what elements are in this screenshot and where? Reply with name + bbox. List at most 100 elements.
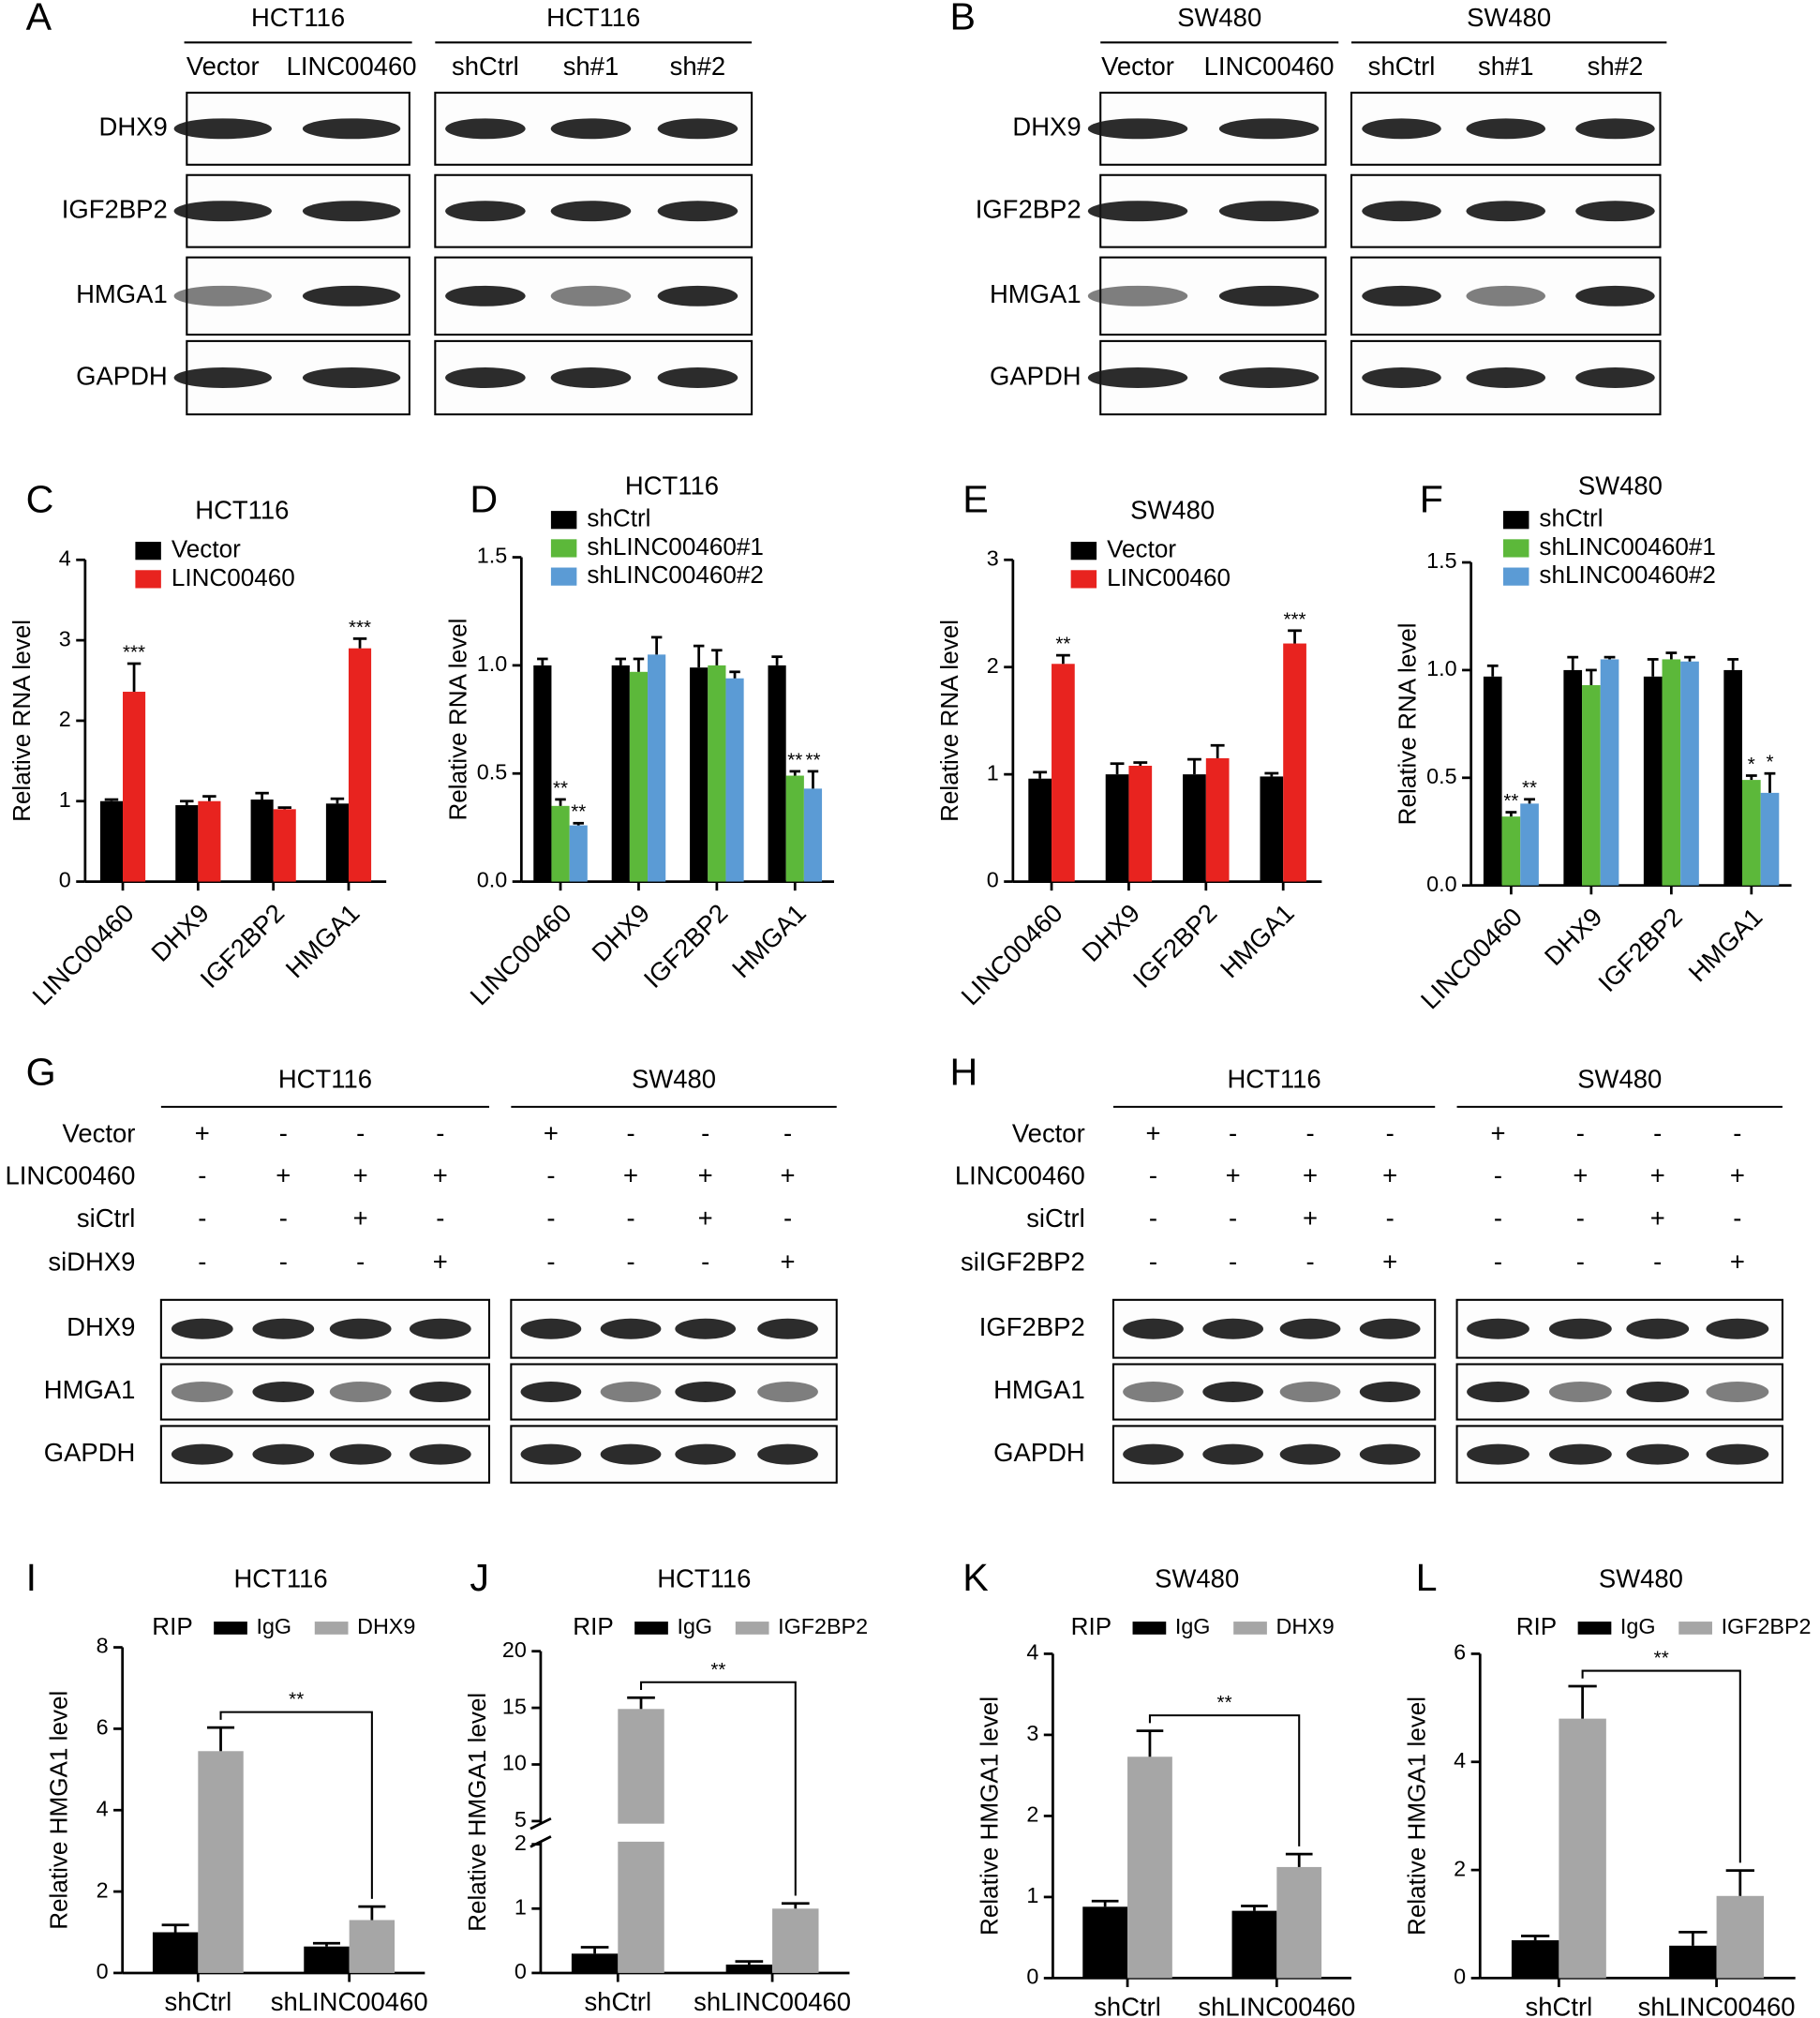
y-tick-label: 1.5: [477, 544, 507, 568]
y-axis-label: Relative HMGA1 level: [1402, 1697, 1430, 1936]
blot-band: [1466, 367, 1546, 388]
group-title: SW480: [1577, 1065, 1662, 1094]
condition-sign: +: [1145, 1118, 1160, 1147]
bar: [304, 1946, 350, 1973]
x-tick-label: IGF2BP2: [195, 898, 291, 994]
legend-label: shLINC00460#1: [587, 532, 763, 561]
bar: [1052, 664, 1075, 882]
chart-title: HCT116: [657, 1563, 751, 1592]
blot-band: [1362, 285, 1441, 306]
condition-sign: -: [701, 1248, 709, 1277]
blot-band: [173, 201, 272, 222]
significance: **: [787, 749, 802, 770]
blot-band: [1467, 1443, 1529, 1465]
bar: [1716, 1895, 1765, 1979]
bar: [1105, 774, 1129, 882]
y-tick-label: 3: [59, 626, 71, 650]
blot-band: [1218, 201, 1320, 222]
condition-sign: +: [433, 1248, 448, 1277]
y-tick-label: 0: [1454, 1965, 1466, 1989]
bar: [1483, 676, 1502, 886]
bar: [768, 665, 786, 882]
blot-band: [1467, 1318, 1529, 1339]
bar: [1231, 1910, 1277, 1979]
y-tick-label: 0.0: [1426, 872, 1456, 896]
bar: [1582, 685, 1601, 886]
bar: [123, 692, 146, 882]
condition-sign: -: [356, 1118, 365, 1147]
condition-label: siCtrl: [77, 1203, 136, 1233]
legend-swatch: [550, 511, 577, 530]
bracket: [219, 1711, 373, 1899]
blot-band: [600, 1318, 662, 1339]
x-tick-label: shCtrl: [1094, 1993, 1161, 2018]
condition-sign: -: [626, 1248, 634, 1277]
bar: [725, 1965, 773, 1973]
bar: [569, 825, 588, 882]
legend-label: shLINC00460#2: [587, 561, 763, 589]
legend-swatch: [1070, 570, 1097, 589]
y-tick-label: 20: [502, 1637, 527, 1662]
y-axis-label: Relative HMGA1 level: [45, 1691, 73, 1930]
blot-band: [1362, 201, 1441, 222]
blot-band: [1548, 1318, 1612, 1339]
blot-band: [252, 1318, 315, 1339]
panel-letter: H: [950, 1050, 978, 1093]
axis-break: [536, 1823, 850, 1842]
y-tick-label: 1: [59, 787, 71, 812]
blot-band: [675, 1443, 737, 1465]
condition-sign: +: [544, 1118, 559, 1147]
y-tick-label: 4: [59, 546, 71, 570]
significance: *: [1766, 752, 1773, 773]
condition-sign: -: [279, 1248, 288, 1277]
legend-label: DHX9: [357, 1614, 415, 1638]
blot-band: [409, 1382, 471, 1402]
y-tick-label: 2: [515, 1831, 527, 1855]
condition-sign: -: [198, 1161, 206, 1190]
lane-label: LINC00460: [287, 52, 417, 81]
bracket-label: **: [710, 1659, 725, 1681]
chart-title: HCT116: [233, 1563, 327, 1592]
blot-band: [171, 1382, 233, 1402]
condition-sign: -: [1653, 1118, 1662, 1147]
y-tick-label: 15: [502, 1694, 527, 1718]
legend-label: IgG: [1620, 1614, 1656, 1638]
condition-sign: +: [623, 1161, 638, 1190]
bracket: [639, 1681, 797, 1896]
lane-label: Vector: [1101, 52, 1174, 81]
chart-title: HCT116: [195, 496, 289, 525]
row-label: GAPDH: [44, 1438, 136, 1467]
break-mark: [530, 1835, 552, 1848]
condition-sign: -: [546, 1161, 555, 1190]
legend-title: RIP: [1516, 1612, 1557, 1640]
x-tick-label: IGF2BP2: [1127, 898, 1223, 994]
blot-band: [173, 285, 272, 306]
y-tick-label: 0: [515, 1959, 527, 1983]
blot-band: [171, 1318, 233, 1339]
legend-swatch: [1577, 1622, 1612, 1635]
legend-label: IGF2BP2: [778, 1614, 868, 1638]
significance: ***: [123, 641, 145, 663]
legend-swatch: [550, 567, 577, 586]
condition-sign: +: [433, 1161, 448, 1190]
row-label: IGF2BP2: [976, 194, 1082, 223]
bar: [1501, 816, 1521, 886]
blot-band: [520, 1318, 582, 1339]
condition-label: siCtrl: [1026, 1203, 1085, 1233]
significance: **: [553, 777, 568, 799]
condition-sign: +: [1226, 1161, 1241, 1190]
row-label: HMGA1: [76, 279, 168, 308]
blot-band: [445, 285, 526, 306]
panel-letter: D: [470, 477, 498, 520]
chart-title: SW480: [1578, 471, 1663, 501]
blot-band: [445, 367, 526, 388]
condition-sign: -: [1386, 1203, 1395, 1233]
condition-sign: +: [698, 1161, 713, 1190]
condition-sign: +: [1650, 1161, 1665, 1190]
row-label: GAPDH: [990, 361, 1082, 390]
condition-sign: -: [1149, 1161, 1157, 1190]
y-axis-label: Relative HMGA1 level: [975, 1697, 1003, 1936]
condition-sign: -: [783, 1118, 792, 1147]
condition-sign: +: [781, 1161, 796, 1190]
